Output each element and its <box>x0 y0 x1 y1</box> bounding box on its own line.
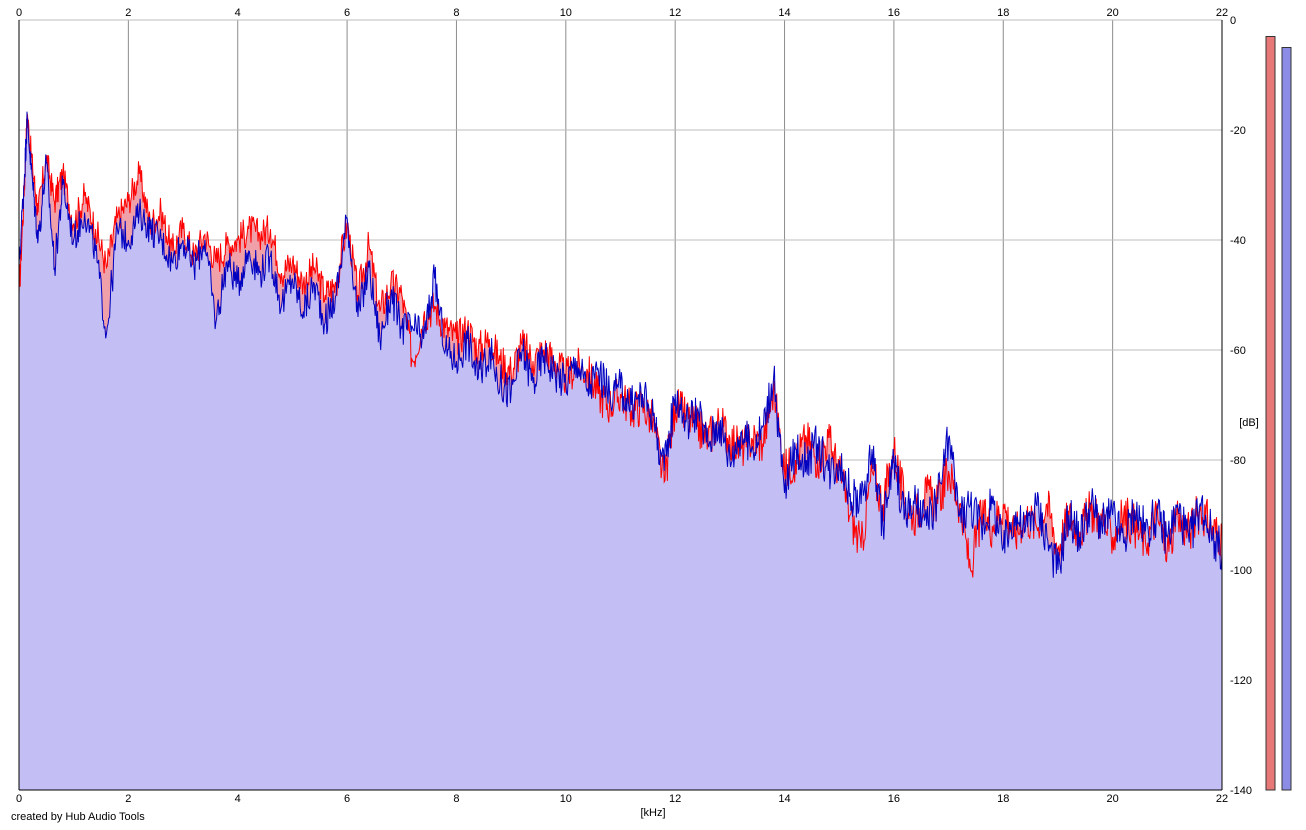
level-meter-0 <box>1265 36 1276 791</box>
y-tick--80: -80 <box>1230 455 1246 467</box>
x-axis-bottom: 0 2 4 6 8 10 12 14 16 18 20 22 <box>16 793 1228 805</box>
y-tick--140: -140 <box>1230 785 1252 797</box>
y-tick--40: -40 <box>1230 235 1246 247</box>
x-axis-top: 0 2 4 6 8 10 12 14 16 18 20 22 <box>16 7 1228 19</box>
x-tick-bottom-4: 4 <box>235 793 241 805</box>
series-line-1 <box>18 111 1223 578</box>
x-tick-bottom-0: 0 <box>16 793 22 805</box>
x-tick-bottom-2: 2 <box>125 793 131 805</box>
x-tick-top-16: 16 <box>888 7 900 19</box>
y-tick-0: 0 <box>1230 15 1236 27</box>
x-tick-top-20: 20 <box>1107 7 1119 19</box>
x-tick-top-2: 2 <box>125 7 131 19</box>
x-tick-top-12: 12 <box>669 7 681 19</box>
x-tick-bottom-6: 6 <box>344 793 350 805</box>
x-tick-top-0: 0 <box>16 7 22 19</box>
y-tick--20: -20 <box>1230 125 1246 137</box>
x-tick-top-14: 14 <box>778 7 790 19</box>
y-tick--60: -60 <box>1230 345 1246 357</box>
x-tick-bottom-18: 18 <box>997 793 1009 805</box>
series-area-1 <box>19 111 1222 790</box>
x-tick-bottom-14: 14 <box>778 793 790 805</box>
x-tick-top-6: 6 <box>344 7 350 19</box>
level-meter-1 <box>1281 47 1292 791</box>
x-tick-top-18: 18 <box>997 7 1009 19</box>
x-tick-top-4: 4 <box>235 7 241 19</box>
y-axis-right: 0 -20 -40 -60 -80 -100 -120 -140 <box>1230 15 1252 797</box>
level-meters <box>1265 36 1292 791</box>
x-axis-label: [kHz] <box>640 807 665 819</box>
credit-text: created by Hub Audio Tools <box>11 811 145 823</box>
x-tick-bottom-8: 8 <box>453 793 459 805</box>
plot-frame <box>18 20 1223 791</box>
x-tick-top-10: 10 <box>560 7 572 19</box>
x-tick-top-22: 22 <box>1216 7 1228 19</box>
x-tick-top-8: 8 <box>453 7 459 19</box>
series-areas <box>19 111 1222 790</box>
x-tick-bottom-10: 10 <box>560 793 572 805</box>
y-axis-label: [dB] <box>1239 417 1259 429</box>
x-tick-bottom-16: 16 <box>888 793 900 805</box>
y-tick--120: -120 <box>1230 675 1252 687</box>
series-lines <box>18 111 1223 578</box>
x-tick-bottom-22: 22 <box>1216 793 1228 805</box>
x-tick-bottom-12: 12 <box>669 793 681 805</box>
x-tick-bottom-20: 20 <box>1107 793 1119 805</box>
y-tick--100: -100 <box>1230 565 1252 577</box>
